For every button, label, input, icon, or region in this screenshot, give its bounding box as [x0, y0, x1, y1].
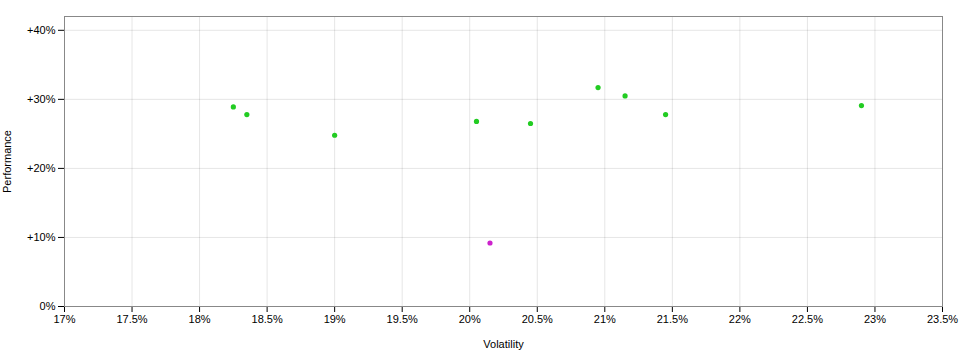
svg-text:18%: 18% [189, 313, 211, 325]
svg-text:Volatility: Volatility [483, 338, 524, 350]
svg-text:23%: 23% [864, 313, 886, 325]
svg-text:20.5%: 20.5% [522, 313, 553, 325]
svg-text:22%: 22% [729, 313, 751, 325]
svg-text:17.5%: 17.5% [116, 313, 147, 325]
svg-text:21%: 21% [594, 313, 616, 325]
svg-text:20%: 20% [459, 313, 481, 325]
svg-text:+30%: +30% [27, 93, 56, 105]
svg-text:+10%: +10% [27, 231, 56, 243]
svg-text:+40%: +40% [27, 24, 56, 36]
svg-text:18.5%: 18.5% [252, 313, 283, 325]
svg-text:0%: 0% [40, 300, 56, 312]
svg-text:Performance: Performance [1, 130, 13, 193]
svg-text:23.5%: 23.5% [927, 313, 958, 325]
svg-text:21.5%: 21.5% [657, 313, 688, 325]
svg-text:22.5%: 22.5% [792, 313, 823, 325]
svg-text:19.5%: 19.5% [387, 313, 418, 325]
svg-text:+20%: +20% [27, 162, 56, 174]
svg-text:19%: 19% [324, 313, 346, 325]
svg-text:17%: 17% [53, 313, 75, 325]
